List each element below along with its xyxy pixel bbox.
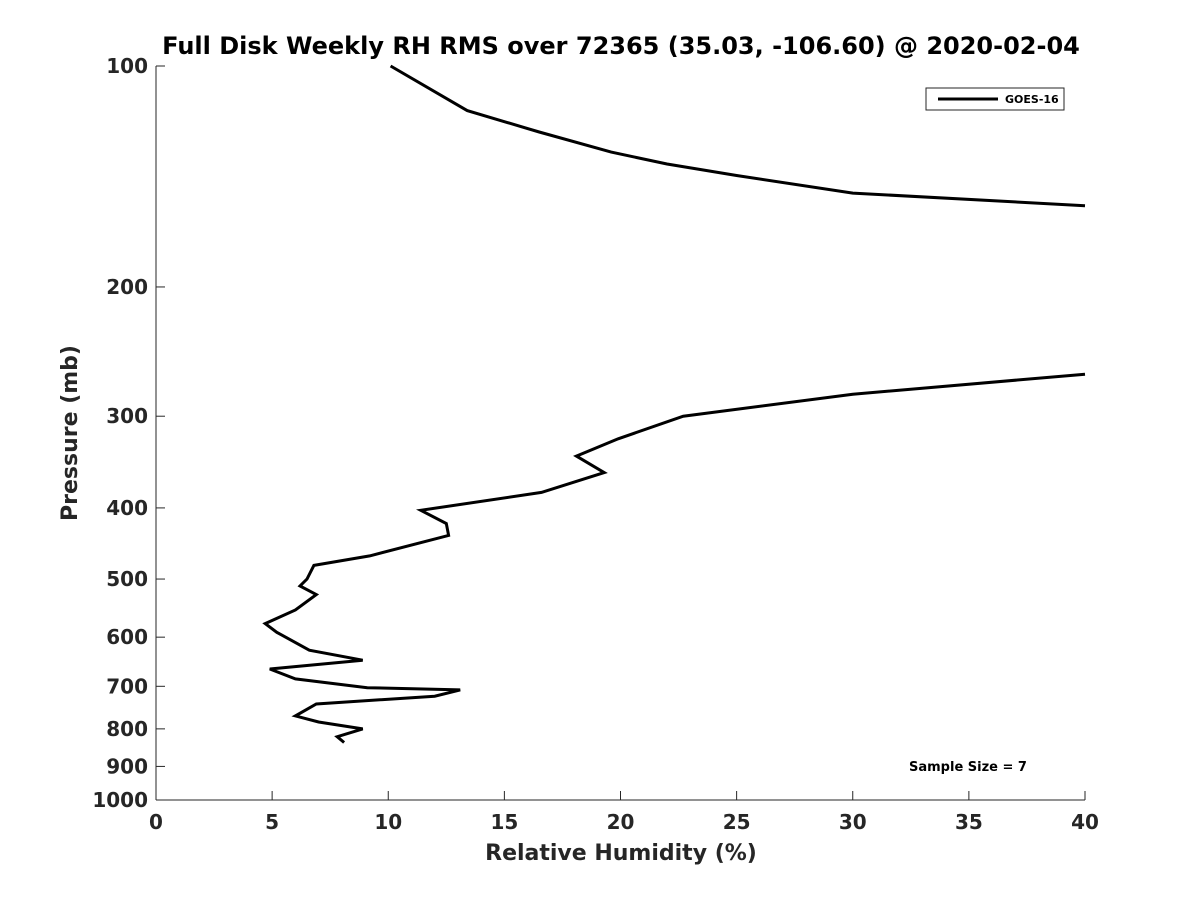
y-tick-label: 700 <box>106 674 148 698</box>
series-line-0 <box>262 64 1086 744</box>
x-tick-label: 20 <box>607 810 635 834</box>
chart-title: Full Disk Weekly RH RMS over 72365 (35.0… <box>162 32 1080 60</box>
y-tick-label: 500 <box>106 567 148 591</box>
y-tick-label: 800 <box>106 717 148 741</box>
series-lines <box>262 64 1086 744</box>
legend-label: GOES-16 <box>1005 93 1059 106</box>
y-tick-label: 100 <box>106 54 148 78</box>
x-tick-label: 15 <box>490 810 518 834</box>
y-tick-label: 900 <box>106 754 148 778</box>
x-tick-label: 35 <box>955 810 983 834</box>
y-tick-label: 300 <box>106 404 148 428</box>
x-axis-label: Relative Humidity (%) <box>485 841 757 866</box>
x-tick-label: 40 <box>1071 810 1099 834</box>
x-tick-label: 5 <box>265 810 279 834</box>
y-tick-label: 600 <box>106 625 148 649</box>
x-tick-label: 10 <box>374 810 402 834</box>
x-tick-label: 0 <box>149 810 163 834</box>
y-axis-label: Pressure (mb) <box>58 345 83 521</box>
x-axis-ticks: 0 5 10 15 20 25 30 35 40 <box>149 791 1099 834</box>
y-tick-label: 200 <box>106 275 148 299</box>
legend: GOES-16 <box>925 87 1065 111</box>
y-tick-label: 1000 <box>92 788 148 812</box>
y-axis-ticks: 100 200 300 400 500 600 700 800 900 1000 <box>92 54 165 812</box>
sample-size-annotation: Sample Size = 7 <box>909 760 1027 775</box>
x-tick-label: 25 <box>723 810 751 834</box>
x-tick-label: 30 <box>839 810 867 834</box>
y-tick-label: 400 <box>106 496 148 520</box>
